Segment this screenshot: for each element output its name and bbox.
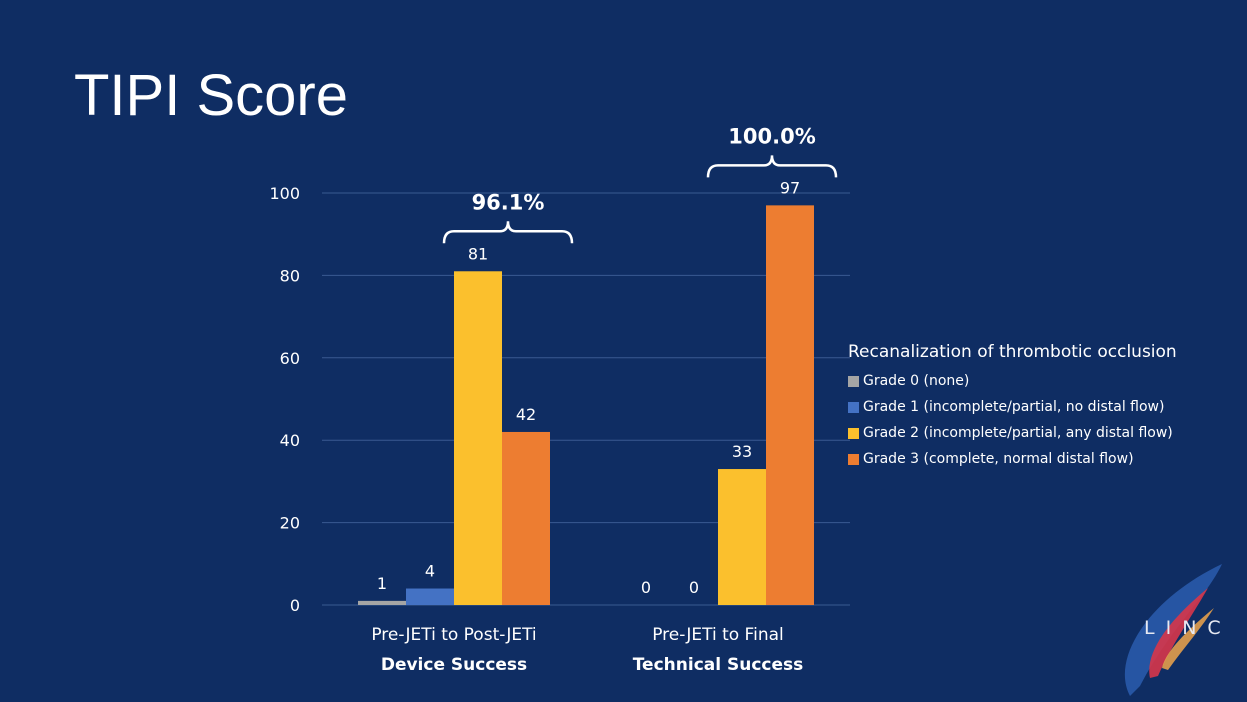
data-label: 42 [516, 405, 536, 424]
linc-logo [1124, 564, 1222, 696]
data-label: 4 [425, 562, 435, 581]
bar [454, 271, 502, 605]
legend-swatch [848, 401, 859, 413]
y-tick-label: 0 [290, 596, 300, 615]
legend: Recanalization of thrombotic occlusion G… [848, 342, 1177, 472]
bar [502, 431, 550, 605]
legend-label: Grade 1 (incomplete/partial, no distal f… [863, 399, 1165, 415]
bracket [706, 155, 838, 178]
bar [406, 588, 454, 605]
bar [358, 600, 406, 605]
bracket-annotation: 100.0% [728, 124, 815, 148]
legend-items: Grade 0 (none) Grade 1 (incomplete/partia… [848, 368, 1177, 472]
data-label: 0 [689, 578, 699, 597]
data-label: 81 [468, 244, 488, 263]
data-label: 97 [780, 178, 800, 197]
legend-item: Grade 0 (none) [848, 368, 1177, 394]
bracket-annotation: 96.1% [472, 190, 545, 214]
legend-item: Grade 2 (incomplete/partial, any distal … [848, 420, 1177, 446]
legend-title: Recanalization of thrombotic occlusion [848, 342, 1177, 362]
y-tick-label: 80 [280, 266, 300, 285]
data-label: 0 [641, 578, 651, 597]
legend-swatch [848, 427, 859, 439]
legend-swatch [848, 375, 859, 387]
legend-swatch [848, 453, 859, 465]
labels: 0 20 40 60 80 100 1 4 81 42 Pre-JETi to Post-JETi D… [269, 124, 838, 675]
data-label: 1 [377, 574, 387, 593]
category-label: Pre-JETi to Post-JETi [371, 625, 536, 645]
legend-label: Grade 3 (complete, normal distal flow) [863, 451, 1134, 467]
bar [766, 205, 814, 606]
slide-title: TIPI Score [74, 63, 348, 128]
category-label: Pre-JETi to Final [652, 625, 784, 645]
y-tick-label: 20 [280, 514, 300, 533]
bars [358, 205, 814, 606]
logo-text: LINC [1144, 617, 1232, 639]
legend-item: Grade 3 (complete, normal distal flow) [848, 446, 1177, 472]
category-sublabel: Technical Success [633, 655, 804, 675]
legend-label: Grade 0 (none) [863, 373, 970, 389]
data-label: 33 [732, 442, 752, 461]
legend-item: Grade 1 (incomplete/partial, no distal f… [848, 394, 1177, 420]
y-tick-label: 60 [280, 349, 300, 368]
category-sublabel: Device Success [381, 655, 527, 675]
bracket [442, 221, 574, 244]
y-tick-label: 100 [269, 184, 300, 203]
legend-label: Grade 2 (incomplete/partial, any distal … [863, 425, 1173, 441]
bar [718, 469, 766, 605]
y-tick-label: 40 [280, 431, 300, 450]
